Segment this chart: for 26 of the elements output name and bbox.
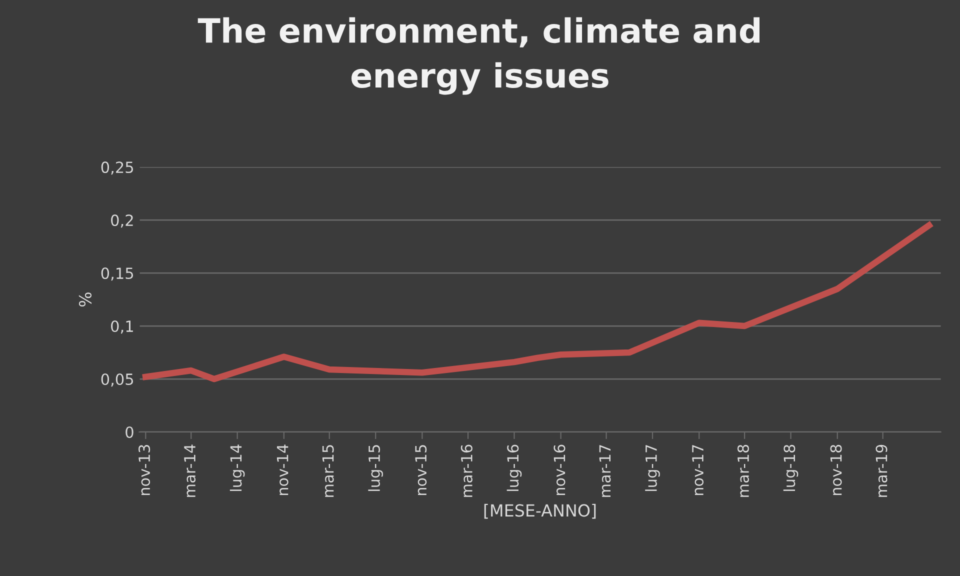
x-tick-label: mar-15	[322, 445, 334, 497]
x-axis-title: [MESE-ANNO]	[484, 504, 596, 519]
x-tick-label: nov-16	[554, 444, 566, 496]
y-tick-label: 0,25	[101, 162, 134, 175]
y-tick-label: 0,05	[101, 373, 134, 387]
x-tick-label: nov-13	[138, 445, 150, 496]
x-tick-label: lug-17	[645, 445, 660, 491]
y-tick-label: 0,1	[111, 320, 133, 334]
x-tick-label: mar-17	[599, 445, 611, 497]
x-tick-label: lug-14	[230, 444, 245, 491]
x-tick-label: lug-15	[368, 445, 383, 491]
x-tick-label: nov-18	[830, 444, 842, 496]
y-tick-label: 0,2	[111, 214, 133, 228]
x-tick-label: nov-17	[692, 445, 704, 496]
y-tick-label: 0	[126, 426, 134, 438]
x-tick-label: mar-18	[737, 444, 749, 497]
chart-title: The environment, climate and energy issues	[198, 17, 760, 95]
y-axis-title: %	[78, 292, 92, 307]
x-tick-label: lug-18	[783, 444, 798, 491]
x-tick-label: nov-15	[415, 445, 427, 496]
y-tick-label: 0,15	[101, 267, 134, 281]
x-tick-label: mar-16	[460, 444, 472, 497]
x-tick-label: mar-19	[876, 444, 888, 497]
x-tick-label: nov-14	[276, 444, 288, 496]
x-tick-label: mar-14	[184, 444, 196, 497]
x-tick-label: lug-16	[506, 444, 522, 491]
